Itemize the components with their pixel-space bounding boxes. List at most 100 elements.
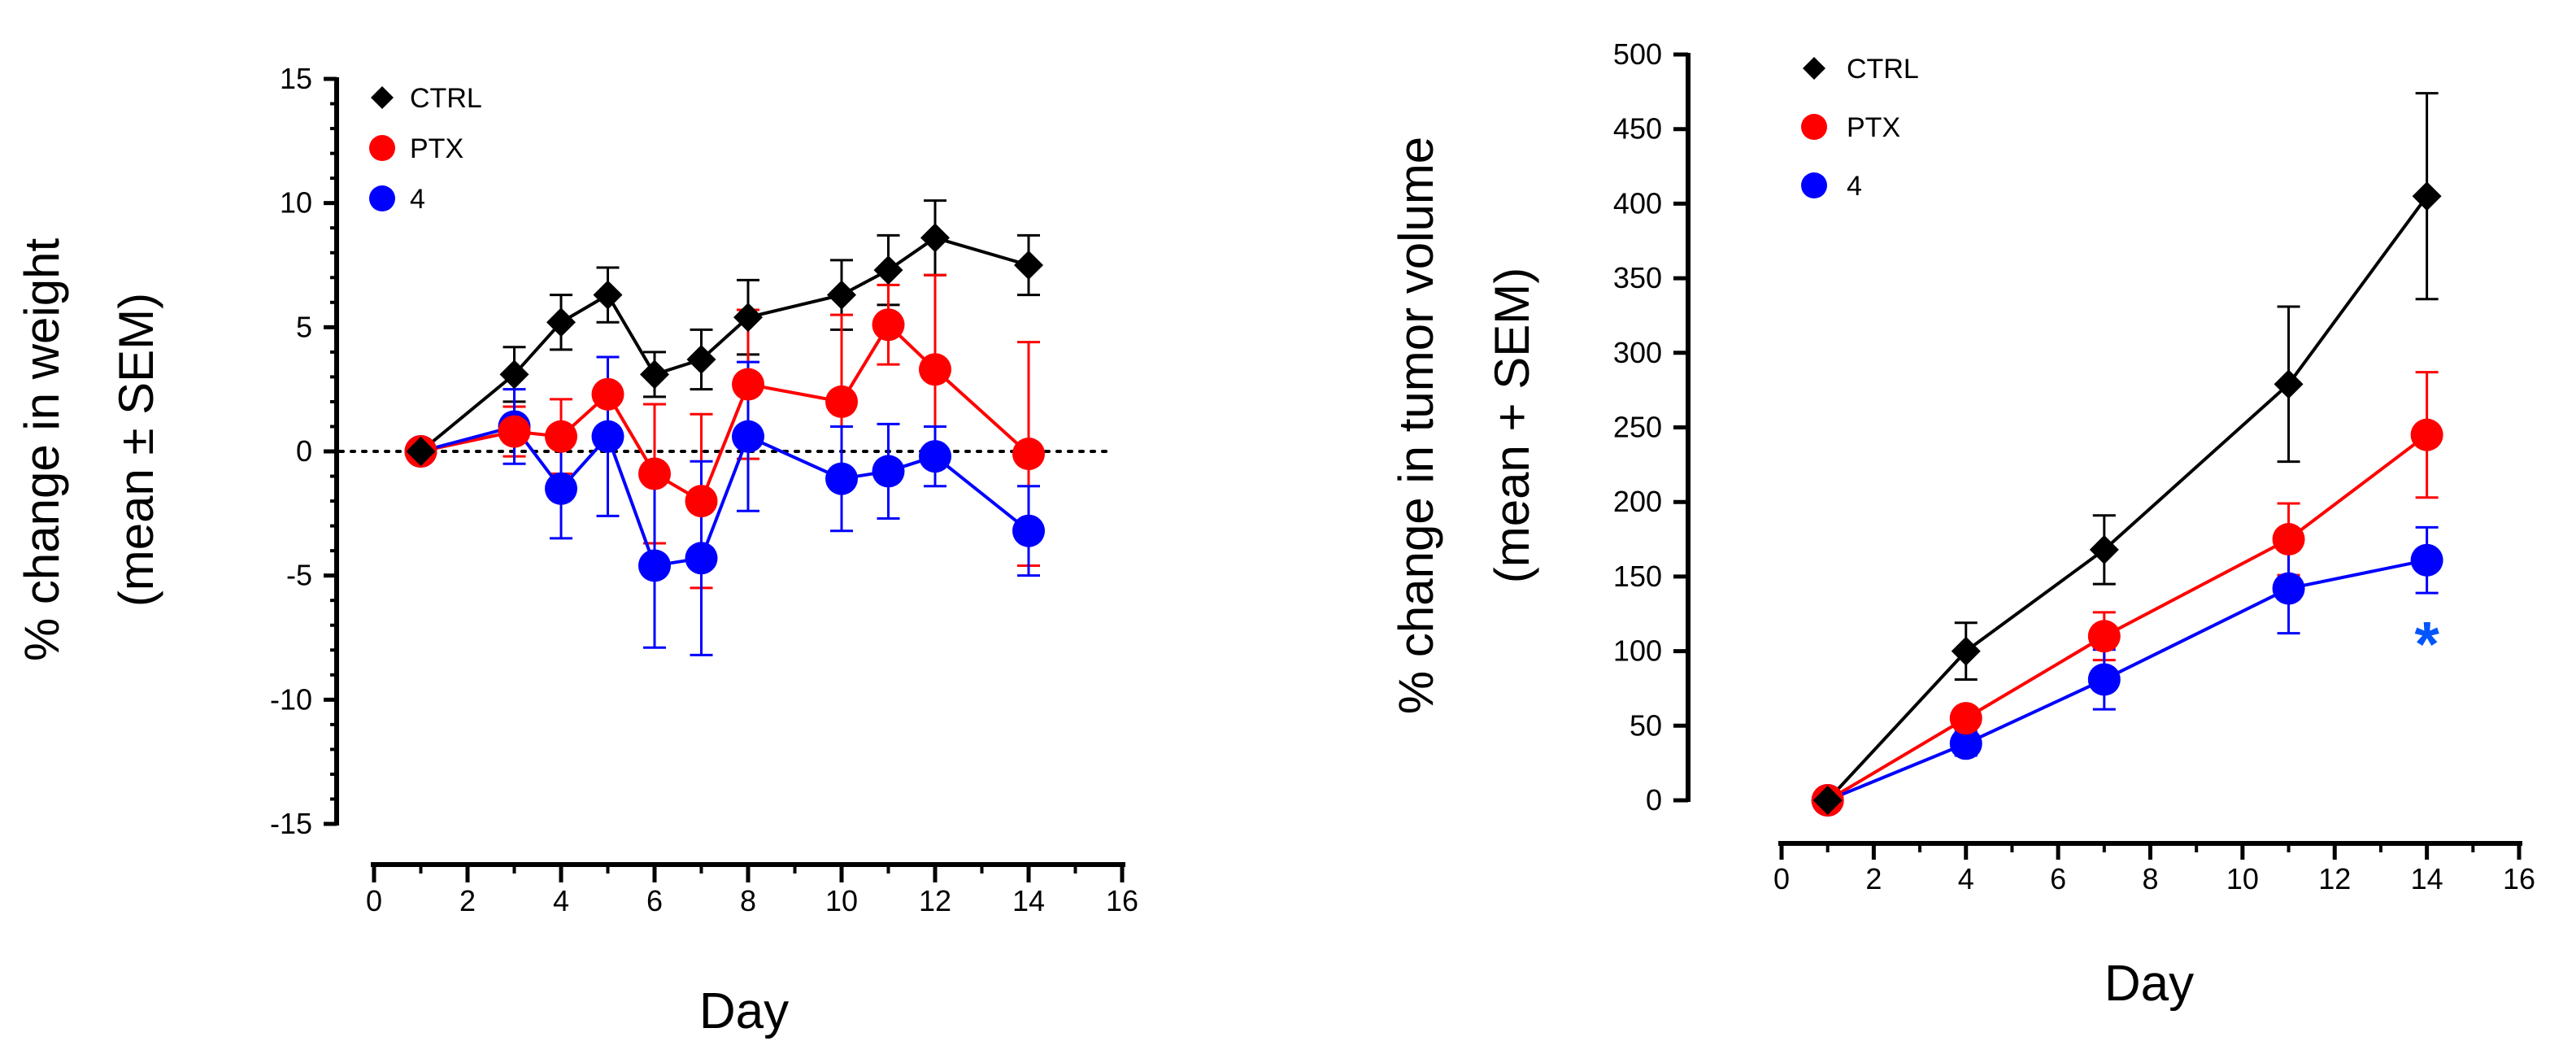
y-tick-label: 450 xyxy=(1613,112,1662,146)
data-point-ptx xyxy=(732,368,764,401)
x-tick-label: 12 xyxy=(919,884,951,917)
data-point-ptx xyxy=(638,457,671,490)
y-tick-label: 15 xyxy=(280,62,312,95)
data-point-ctrl xyxy=(2089,534,2119,564)
y-tick-label: -15 xyxy=(270,807,312,840)
x-axis-title: Day xyxy=(699,983,789,1039)
data-point-4 xyxy=(1012,514,1045,547)
data-point-4 xyxy=(872,455,905,488)
series-line-ptx xyxy=(1826,433,2428,802)
y-tick-label: 50 xyxy=(1630,708,1662,742)
legend-marker-ctrl xyxy=(1803,57,1825,80)
data-point-ctrl xyxy=(406,437,436,466)
data-point-ptx xyxy=(2272,523,2305,556)
data-point-ptx xyxy=(1949,702,1982,735)
x-tick-label: 8 xyxy=(740,884,756,917)
data-point-4 xyxy=(638,549,671,582)
x-tick-label: 16 xyxy=(2503,862,2535,895)
y-tick-label: 0 xyxy=(1646,783,1662,817)
legend-marker-4 xyxy=(369,185,395,211)
data-point-ptx xyxy=(591,377,624,411)
data-point-4 xyxy=(825,462,858,495)
legend-marker-ptx xyxy=(369,135,395,161)
tumor-volume-chart: 0 50 100 150 200 250 300 350 400 450 500 0 2 4 6 8 10 12 1… xyxy=(1389,37,2535,1012)
x-tick-label: 0 xyxy=(1773,862,1790,895)
data-point-ctrl xyxy=(1812,786,1843,815)
y-tick-label: 350 xyxy=(1613,261,1662,294)
legend-label-ctrl: CTRL xyxy=(1847,54,1919,85)
legend-marker-ctrl xyxy=(371,86,394,109)
data-point-4 xyxy=(919,440,951,473)
data-point-ptx xyxy=(2087,620,2121,653)
x-tick-label: 6 xyxy=(2050,862,2066,895)
data-point-ptx xyxy=(685,485,718,518)
data-point-ctrl xyxy=(1951,636,1981,666)
data-point-4 xyxy=(2087,663,2121,696)
legend-label-ptx: PTX xyxy=(410,133,463,164)
data-point-4 xyxy=(2272,572,2305,605)
y-tick-label: 500 xyxy=(1613,37,1662,71)
data-point-ctrl xyxy=(873,255,903,285)
x-tick-label: 12 xyxy=(2318,862,2351,895)
y-tick-label: 100 xyxy=(1613,634,1662,668)
y-tick-label: -10 xyxy=(270,682,312,716)
series-line-4 xyxy=(1826,558,2428,802)
y-tick-label: 250 xyxy=(1613,411,1662,444)
data-point-ctrl xyxy=(2412,181,2442,211)
data-point-ptx xyxy=(2410,418,2443,451)
y-tick-label: 10 xyxy=(280,186,312,220)
data-point-ptx xyxy=(825,385,858,418)
x-tick-label: 10 xyxy=(2226,862,2259,895)
legend-label-ptx: PTX xyxy=(1847,112,1900,143)
data-point-ctrl xyxy=(499,359,529,390)
x-tick-label: 6 xyxy=(646,884,663,917)
data-point-ptx xyxy=(1012,438,1045,471)
x-tick-label: 4 xyxy=(553,884,569,917)
legend-marker-ptx xyxy=(1801,114,1827,140)
x-tick-label: 14 xyxy=(1012,884,1045,917)
weight-change-chart: -15 -10 -5 0 5 10 15 0 2 4 6 8 10 12 14 16 Day % change i… xyxy=(15,62,1138,1039)
series-line-ctrl xyxy=(1826,195,2429,802)
legend-marker-4 xyxy=(1801,172,1827,198)
data-point-4 xyxy=(2410,543,2443,577)
data-point-ptx xyxy=(919,353,951,386)
x-tick-label: 2 xyxy=(459,884,476,917)
y-tick-label: 400 xyxy=(1613,186,1662,220)
y-axis-subtitle: (mean + SEM) xyxy=(1485,268,1539,583)
x-tick-label: 16 xyxy=(1106,884,1138,917)
y-tick-label: 300 xyxy=(1613,336,1662,369)
data-point-4 xyxy=(545,472,577,505)
x-tick-label: 10 xyxy=(825,884,858,917)
data-point-ptx xyxy=(545,420,577,453)
data-point-4 xyxy=(1949,727,1982,760)
significance-asterisk: * xyxy=(2414,608,2439,680)
x-tick-label: 4 xyxy=(1958,862,1974,895)
data-point-4 xyxy=(591,420,624,453)
data-point-ctrl xyxy=(1014,251,1043,280)
x-tick-label: 8 xyxy=(2142,862,2158,895)
data-point-ctrl xyxy=(2274,369,2304,399)
data-point-ctrl xyxy=(733,303,763,333)
x-axis-title: Day xyxy=(2104,956,2194,1012)
data-point-ctrl xyxy=(593,280,623,310)
data-point-ctrl xyxy=(827,280,856,310)
x-tick-label: 0 xyxy=(366,884,382,917)
y-axis-subtitle: (mean ± SEM) xyxy=(109,293,163,607)
y-tick-label: -5 xyxy=(286,559,312,592)
data-point-ctrl xyxy=(920,223,950,253)
y-tick-label: 200 xyxy=(1613,485,1662,518)
y-axis-title: % change in weight xyxy=(15,238,69,662)
y-tick-label: 0 xyxy=(296,434,312,468)
legend-label-ctrl: CTRL xyxy=(410,83,482,114)
x-tick-label: 2 xyxy=(1865,862,1882,895)
data-point-ctrl xyxy=(686,345,716,375)
y-axis-title: % change in tumor volume xyxy=(1389,137,1443,714)
data-point-4 xyxy=(685,542,718,575)
data-point-ptx xyxy=(872,308,905,342)
data-point-ctrl xyxy=(640,359,669,390)
data-point-ptx xyxy=(498,415,531,448)
data-point-ctrl xyxy=(546,307,576,338)
y-tick-label: 150 xyxy=(1613,560,1662,593)
data-point-4 xyxy=(732,420,764,453)
